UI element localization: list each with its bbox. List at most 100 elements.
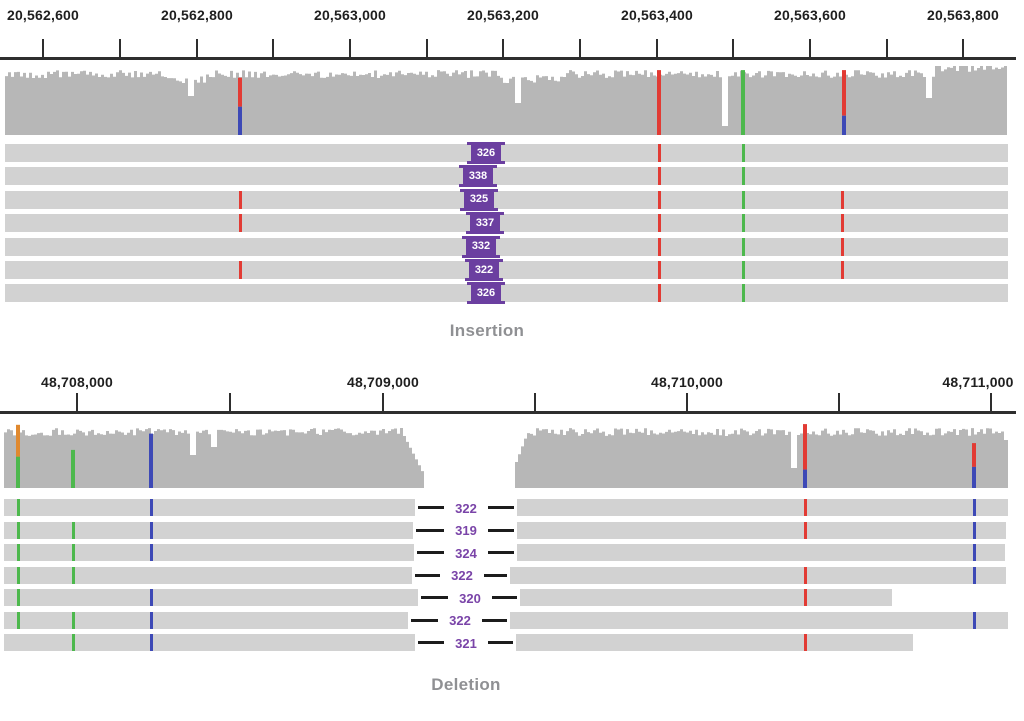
insertion-marker-top-flange	[467, 142, 505, 145]
ruler-tick	[838, 393, 840, 411]
insertion-size-label: 326	[471, 285, 501, 302]
coverage-profile	[4, 428, 424, 488]
mismatch-mark	[239, 190, 242, 209]
insertion-marker-top-flange	[466, 212, 504, 216]
insertion-marker-top-flange	[465, 259, 503, 262]
mismatch-mark	[658, 144, 661, 162]
mismatch-mark	[72, 634, 75, 651]
insertion-size-label: 325	[464, 191, 494, 208]
insertion-size-label: 322	[469, 262, 499, 278]
mismatch-mark	[72, 544, 75, 561]
deletion-line-left	[418, 506, 444, 509]
coverage-variant-line	[842, 115, 846, 135]
mismatch-mark	[841, 261, 844, 279]
read-bar[interactable]	[517, 499, 1008, 516]
read-bar[interactable]	[4, 634, 415, 651]
ruler-label: 48,710,000	[650, 374, 724, 390]
insertion-caption: Insertion	[449, 321, 525, 340]
ruler-tick	[534, 393, 536, 411]
mismatch-mark	[658, 284, 661, 303]
read-bar[interactable]	[5, 284, 1008, 303]
read-bar[interactable]	[4, 611, 408, 629]
deletion-line-left	[416, 528, 444, 532]
ruler-label: 48,711,000	[942, 374, 1014, 390]
insertion-marker[interactable]: 326	[467, 142, 505, 164]
mismatch-mark	[973, 544, 976, 561]
mismatch-mark	[742, 167, 745, 186]
read-bar[interactable]	[510, 611, 1008, 629]
coverage-profile	[515, 428, 1008, 488]
ruler-label: 48,709,000	[346, 374, 420, 390]
read-row: 319	[0, 521, 1024, 539]
read-bar[interactable]	[510, 566, 1006, 584]
insertion-marker-top-flange	[459, 165, 497, 169]
read-bar[interactable]	[517, 521, 1006, 539]
insertion-marker[interactable]: 325	[460, 188, 498, 211]
mismatch-mark	[658, 190, 661, 209]
read-row: 322	[0, 259, 1024, 281]
read-bar[interactable]	[5, 261, 1008, 279]
ruler-tick	[196, 39, 198, 57]
mismatch-mark	[804, 566, 807, 584]
deletion-size-label: 322	[455, 500, 477, 516]
ruler-label: 20,563,800	[926, 7, 1000, 23]
deletion-line-left	[415, 573, 440, 577]
read-row: 337	[0, 212, 1024, 235]
coverage-variant-line	[149, 433, 153, 488]
read-bar[interactable]	[5, 214, 1008, 233]
mismatch-mark	[150, 499, 153, 516]
insertion-marker[interactable]: 337	[466, 212, 504, 235]
mismatch-mark	[804, 521, 807, 539]
mismatch-mark	[150, 589, 153, 606]
deletion-line-right	[492, 596, 517, 599]
insertion-marker-bottom-flange	[459, 184, 497, 188]
insertion-marker-bottom-flange	[465, 278, 503, 281]
read-bar[interactable]	[4, 544, 414, 561]
mismatch-mark	[239, 214, 242, 233]
mismatch-mark	[841, 214, 844, 233]
read-bar[interactable]	[4, 499, 415, 516]
deletion-line-right	[484, 573, 507, 577]
coverage-variant-line	[16, 424, 20, 457]
read-bar[interactable]	[5, 237, 1008, 256]
read-bar[interactable]	[4, 589, 418, 606]
read-row: 338	[0, 165, 1024, 188]
ruler-tick	[42, 39, 44, 57]
mismatch-mark	[742, 237, 745, 256]
coverage-track[interactable]	[0, 420, 1024, 488]
ruler-label: 20,563,200	[466, 7, 540, 23]
coverage-variant-line	[803, 469, 807, 488]
read-bar[interactable]	[517, 544, 1005, 561]
ruler-tick	[349, 39, 351, 57]
read-bar[interactable]	[5, 144, 1008, 162]
coverage-track[interactable]	[0, 66, 1024, 135]
mismatch-mark	[150, 544, 153, 561]
mismatch-mark	[17, 589, 20, 606]
deletion-line-left	[417, 551, 444, 554]
insertion-marker[interactable]: 326	[467, 282, 505, 305]
insertion-marker[interactable]: 338	[459, 165, 497, 188]
insertion-size-label: 338	[463, 168, 493, 185]
read-bar[interactable]	[516, 634, 913, 651]
mismatch-mark	[150, 634, 153, 651]
read-bar[interactable]	[5, 190, 1008, 209]
insertion-marker[interactable]: 332	[462, 235, 500, 258]
ruler-tick	[990, 393, 992, 411]
insertion-marker[interactable]: 322	[465, 259, 503, 281]
read-row: 321	[0, 634, 1024, 651]
mismatch-mark	[742, 190, 745, 209]
mismatch-mark	[17, 566, 20, 584]
mismatch-mark	[72, 521, 75, 539]
read-bar[interactable]	[5, 167, 1008, 186]
mismatch-mark	[658, 237, 661, 256]
read-row: 320	[0, 589, 1024, 606]
read-bar[interactable]	[520, 589, 892, 606]
mismatch-mark	[658, 214, 661, 233]
read-row: 322	[0, 499, 1024, 516]
insertion-marker-bottom-flange	[460, 207, 498, 211]
read-bar[interactable]	[4, 521, 413, 539]
insertion-marker-top-flange	[462, 235, 500, 239]
ruler-tick	[686, 393, 688, 411]
read-bar[interactable]	[4, 566, 412, 584]
